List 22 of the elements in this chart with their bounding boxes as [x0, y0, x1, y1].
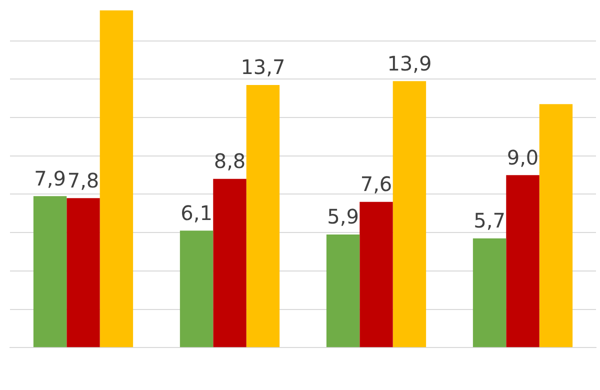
data-label: 9,0: [506, 145, 539, 170]
bar: [180, 230, 214, 348]
data-label: 13,7: [240, 55, 286, 80]
bar: [360, 202, 393, 348]
bar: [472, 238, 506, 348]
bar: [246, 84, 280, 348]
data-label: 7,9: [34, 166, 66, 190]
data-label: 7,6: [360, 172, 392, 196]
bar: [66, 198, 100, 348]
bar: [506, 175, 540, 348]
data-label: 5,9: [327, 204, 359, 229]
bar: [392, 81, 426, 348]
bar: [326, 234, 360, 348]
bar: [33, 196, 67, 348]
data-label: 5,7: [474, 208, 506, 233]
bar: [213, 178, 246, 348]
data-label: 7,8: [67, 168, 100, 192]
bar: [539, 104, 573, 348]
data-label: 8,8: [214, 149, 246, 174]
data-label: 13,9: [387, 51, 432, 76]
bar: [100, 10, 134, 348]
data-label: 6,1: [180, 200, 212, 225]
